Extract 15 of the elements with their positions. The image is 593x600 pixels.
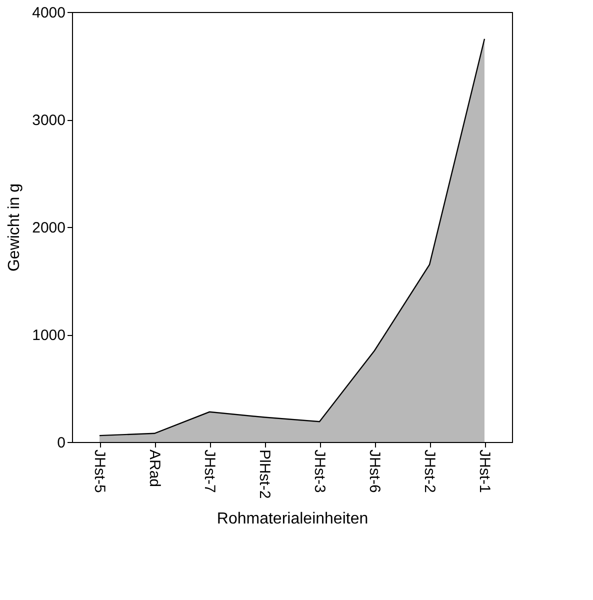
x-tick-label: JHst-1 <box>476 450 493 493</box>
x-tick-label: PlHst-2 <box>256 450 273 499</box>
y-tick-label: 0 <box>57 434 66 452</box>
x-tick-label: JHst-7 <box>201 450 218 493</box>
y-tick-label: 1000 <box>32 327 66 344</box>
x-tick-label: ARad <box>146 450 163 488</box>
x-tick-label: JHst-5 <box>91 450 108 493</box>
x-axis-title: Rohmaterialeinheiten <box>216 510 368 528</box>
x-tick-label: JHst-3 <box>311 450 328 493</box>
x-tick-label: JHst-2 <box>421 450 438 493</box>
x-tick-label: JHst-6 <box>366 450 383 493</box>
y-tick-label: 2000 <box>32 220 66 236</box>
y-tick-label: 4000 <box>32 4 66 22</box>
y-axis-title: Gewicht in g <box>6 183 24 272</box>
y-tick-label: 3000 <box>32 112 66 129</box>
